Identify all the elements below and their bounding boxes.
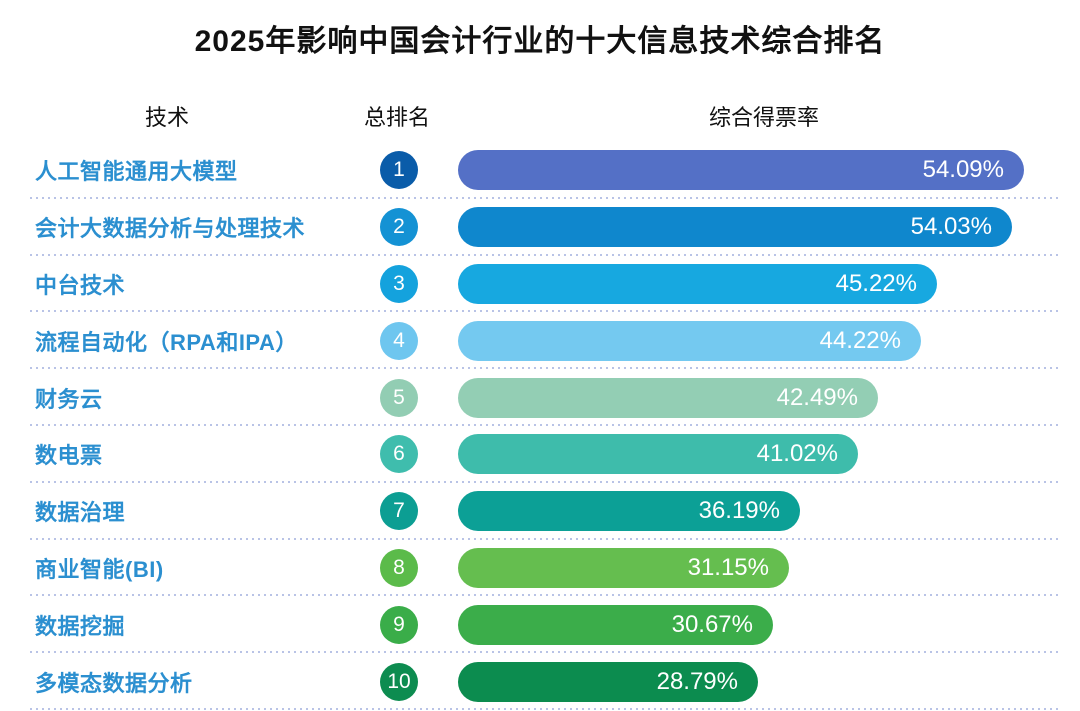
column-header-vote-rate: 综合得票率 <box>708 105 819 130</box>
table-row: 商业智能(BI) 8 31.15% <box>0 540 1080 597</box>
row-separator <box>30 651 1058 654</box>
ranking-rows: 人工智能通用大模型 1 54.09% 会计大数据分析与处理技术 2 54.03%… <box>0 142 1080 710</box>
technology-label: 数电票 <box>35 443 103 469</box>
vote-rate-value: 54.03% <box>910 213 992 241</box>
table-row: 流程自动化（RPA和IPA） 4 44.22% <box>0 312 1080 370</box>
vote-rate-value: 41.02% <box>756 440 838 468</box>
technology-label: 数据治理 <box>35 500 126 526</box>
technology-label: 多模态数据分析 <box>35 670 193 696</box>
vote-rate-value: 45.22% <box>835 269 917 297</box>
rank-badge: 3 <box>380 264 418 303</box>
vote-rate-bar: 54.03% <box>458 207 1012 248</box>
technology-label: 中台技术 <box>35 272 126 298</box>
table-row: 数据挖掘 9 30.67% <box>0 596 1080 654</box>
vote-rate-bar: 41.02% <box>458 434 858 475</box>
rank-badge: 6 <box>380 435 418 474</box>
technology-label: 人工智能通用大模型 <box>35 159 238 185</box>
vote-rate-value: 44.22% <box>819 326 901 354</box>
vote-rate-bar: 45.22% <box>458 263 937 304</box>
technology-label: 商业智能(BI) <box>35 556 164 582</box>
row-separator <box>30 367 1058 370</box>
technology-label: 会计大数据分析与处理技术 <box>35 216 306 242</box>
chart-title: 2025年影响中国会计行业的十大信息技术综合排名 <box>194 25 886 58</box>
rank-badge: 2 <box>380 208 418 247</box>
table-row: 会计大数据分析与处理技术 2 54.03% <box>0 199 1080 256</box>
row-separator <box>30 480 1058 483</box>
row-separator <box>30 253 1058 256</box>
technology-label: 流程自动化（RPA和IPA） <box>35 329 298 355</box>
table-row: 数电票 6 41.02% <box>0 426 1080 483</box>
rank-badge: 8 <box>380 548 418 587</box>
vote-rate-bar: 44.22% <box>458 320 921 361</box>
vote-rate-value: 36.19% <box>698 497 780 525</box>
technology-label: 数据挖掘 <box>35 613 126 639</box>
vote-rate-bar: 42.49% <box>458 377 878 418</box>
vote-rate-value: 31.15% <box>687 553 769 581</box>
row-separator <box>30 537 1058 540</box>
vote-rate-value: 54.09% <box>922 156 1004 184</box>
row-separator <box>30 423 1058 426</box>
vote-rate-value: 28.79% <box>656 667 738 695</box>
vote-rate-bar: 28.79% <box>458 661 758 702</box>
table-row: 财务云 5 42.49% <box>0 369 1080 426</box>
table-row: 中台技术 3 45.22% <box>0 256 1080 313</box>
row-separator <box>30 707 1058 710</box>
vote-rate-value: 42.49% <box>776 383 858 411</box>
vote-rate-bar: 30.67% <box>458 604 773 645</box>
rank-badge: 10 <box>380 662 418 701</box>
vote-rate-bar: 54.09% <box>458 150 1024 191</box>
rank-badge: 9 <box>380 605 418 644</box>
column-header-technology: 技术 <box>144 105 189 130</box>
vote-rate-value: 30.67% <box>671 610 753 638</box>
table-row: 人工智能通用大模型 1 54.09% <box>0 142 1080 199</box>
rank-badge: 1 <box>380 151 418 190</box>
technology-label: 财务云 <box>35 386 103 412</box>
row-separator <box>30 310 1058 313</box>
table-row: 数据治理 7 36.19% <box>0 483 1080 540</box>
rank-badge: 4 <box>380 321 418 360</box>
table-row: 多模态数据分析 10 28.79% <box>0 653 1080 710</box>
row-separator <box>30 594 1058 597</box>
rank-badge: 7 <box>380 492 418 531</box>
vote-rate-bar: 36.19% <box>458 491 800 532</box>
column-header-rank: 总排名 <box>363 105 430 130</box>
vote-rate-bar: 31.15% <box>458 547 789 588</box>
rank-badge: 5 <box>380 378 418 417</box>
row-separator <box>30 196 1058 199</box>
